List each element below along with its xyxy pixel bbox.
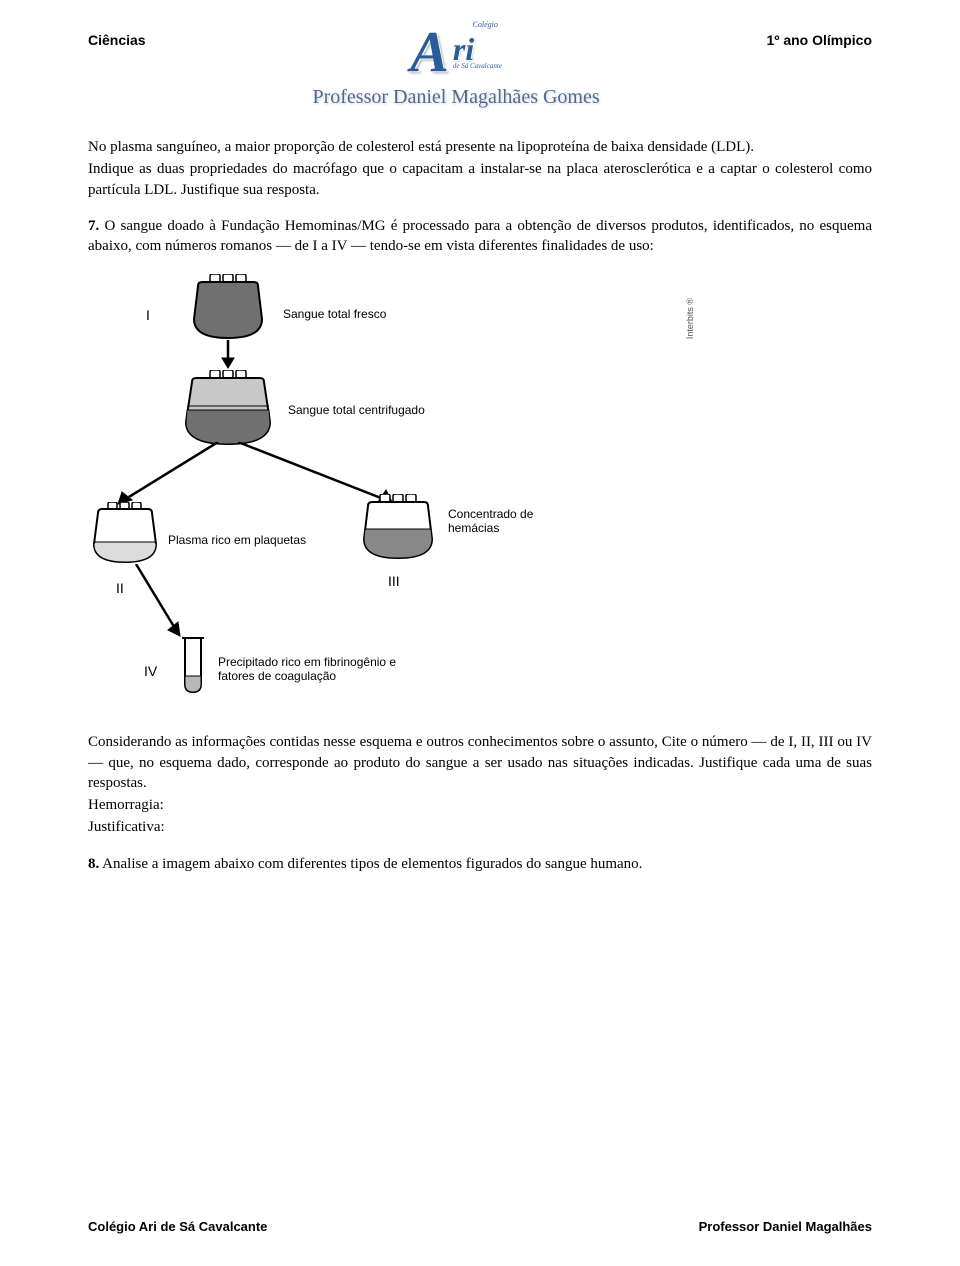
para-1: No plasma sanguíneo, a maior proporção d…	[88, 137, 872, 157]
page-header: Ciências Colégio A ri de Sá Cavalcante P…	[88, 32, 872, 109]
para-2: Indique as duas propriedades do macrófag…	[88, 159, 872, 200]
arrow-down-icon	[132, 564, 192, 644]
question-7: 7. O sangue doado à Fundação Hemominas/M…	[88, 216, 872, 257]
hemorragia-line: Hemorragia:	[88, 795, 872, 815]
blood-bag-icon	[188, 274, 268, 344]
blood-processing-diagram: Interbits ® I Sangue total fresco	[88, 274, 872, 714]
q8-body: Analise a imagem abaixo com diferentes t…	[99, 856, 642, 872]
blood-bag-icon	[88, 502, 162, 566]
test-tube-icon	[182, 636, 204, 694]
roman-II: II	[116, 579, 124, 598]
header-center: Colégio A ri de Sá Cavalcante Professor …	[146, 32, 767, 109]
header-grade: 1º ano Olímpico	[767, 32, 872, 48]
q8-number: 8.	[88, 856, 99, 872]
q8-text: 8. Analise a imagem abaixo com diferente…	[88, 854, 872, 874]
body-content: No plasma sanguíneo, a maior proporção d…	[88, 137, 872, 874]
logo-mark: A ri de Sá Cavalcante	[410, 29, 502, 75]
logo-letters-ri: ri de Sá Cavalcante	[453, 35, 502, 70]
label-precipitado-2: fatores de coagulação	[218, 668, 336, 684]
blood-bag-icon	[180, 370, 276, 448]
justificativa-line: Justificativa:	[88, 817, 872, 837]
page: Ciências Colégio A ri de Sá Cavalcante P…	[0, 0, 960, 1266]
post-diagram-para: Considerando as informações contidas nes…	[88, 732, 872, 793]
blood-bag-icon	[358, 494, 438, 564]
footer-professor: Professor Daniel Magalhães	[699, 1219, 872, 1234]
label-sangue-fresco: Sangue total fresco	[283, 306, 386, 322]
footer-school: Colégio Ari de Sá Cavalcante	[88, 1219, 267, 1234]
school-logo: Colégio A ri de Sá Cavalcante	[410, 32, 502, 76]
roman-I: I	[146, 306, 150, 325]
label-plasma-plaquetas: Plasma rico em plaquetas	[168, 532, 306, 548]
roman-IV: IV	[144, 662, 157, 681]
professor-name: Professor Daniel Magalhães Gomes	[146, 86, 767, 109]
page-footer: Colégio Ari de Sá Cavalcante Professor D…	[88, 1219, 872, 1234]
q7-body: O sangue doado à Fundação Hemominas/MG é…	[88, 218, 872, 254]
q7-text: 7. O sangue doado à Fundação Hemominas/M…	[88, 216, 872, 257]
watermark-text: Interbits ®	[684, 298, 696, 339]
label-centrifugado: Sangue total centrifugado	[288, 402, 425, 418]
question-8: 8. Analise a imagem abaixo com diferente…	[88, 854, 872, 874]
header-subject: Ciências	[88, 32, 146, 48]
roman-III: III	[388, 572, 400, 591]
logo-letter-a: A	[410, 29, 449, 75]
q7-number: 7.	[88, 218, 99, 234]
label-hemacias-2: hemácias	[448, 520, 499, 536]
arrow-down-icon	[218, 340, 238, 370]
